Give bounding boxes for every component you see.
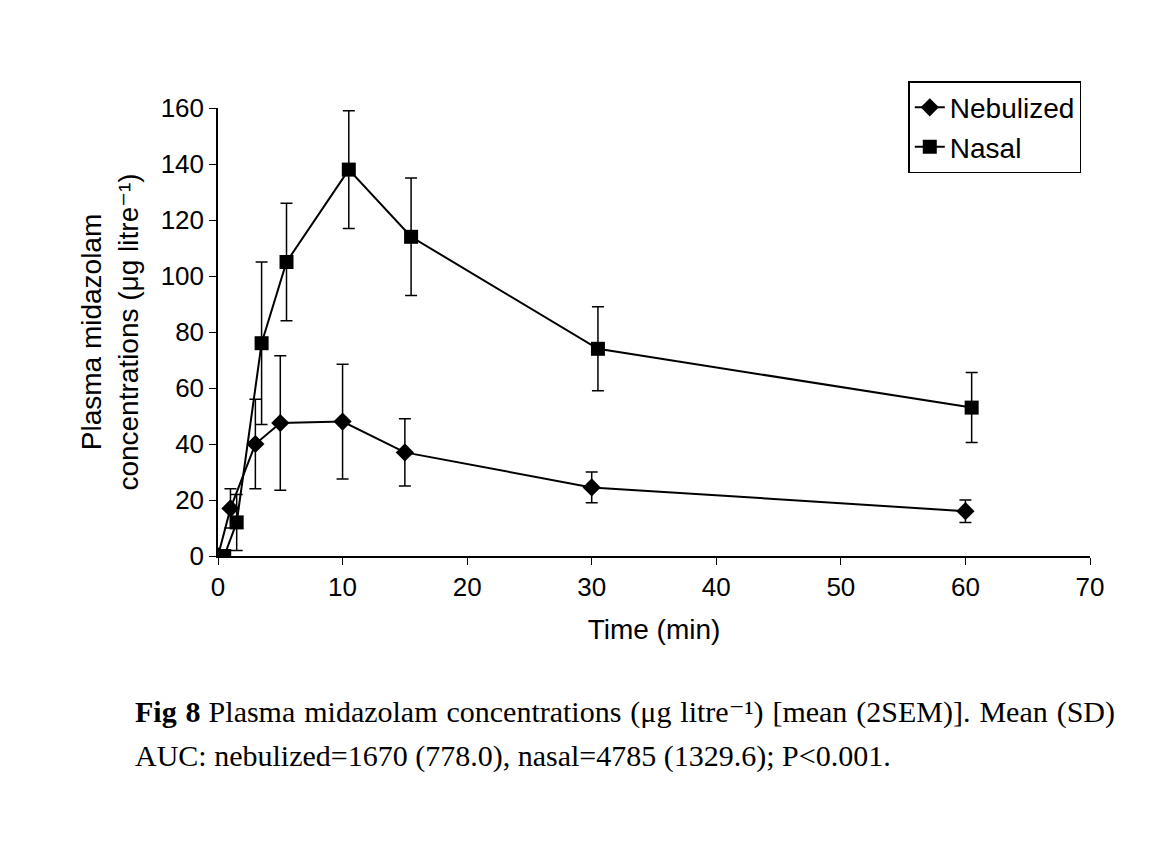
svg-text:40: 40: [702, 572, 731, 602]
svg-text:Plasma midazolamconcentrations: Plasma midazolamconcentrations (μg litre…: [76, 173, 143, 490]
svg-text:140: 140: [161, 149, 204, 179]
svg-text:20: 20: [453, 572, 482, 602]
svg-text:0: 0: [211, 572, 225, 602]
svg-text:10: 10: [328, 572, 357, 602]
svg-text:100: 100: [161, 261, 204, 291]
svg-text:0: 0: [190, 541, 204, 571]
svg-text:Nasal: Nasal: [950, 133, 1022, 164]
svg-text:70: 70: [1076, 572, 1105, 602]
svg-text:20: 20: [175, 485, 204, 515]
svg-text:Time (min): Time (min): [588, 614, 721, 645]
svg-text:160: 160: [161, 93, 204, 123]
svg-text:40: 40: [175, 429, 204, 459]
svg-text:80: 80: [175, 317, 204, 347]
svg-text:60: 60: [951, 572, 980, 602]
svg-text:120: 120: [161, 205, 204, 235]
svg-text:Nebulized: Nebulized: [950, 93, 1075, 124]
svg-text:30: 30: [577, 572, 606, 602]
svg-text:50: 50: [826, 572, 855, 602]
html-text:Fig 8 Plasma midazolam concent: Fig 8 Plasma midazolam concentrations (μ…: [135, 695, 1115, 772]
svg-text:60: 60: [175, 373, 204, 403]
